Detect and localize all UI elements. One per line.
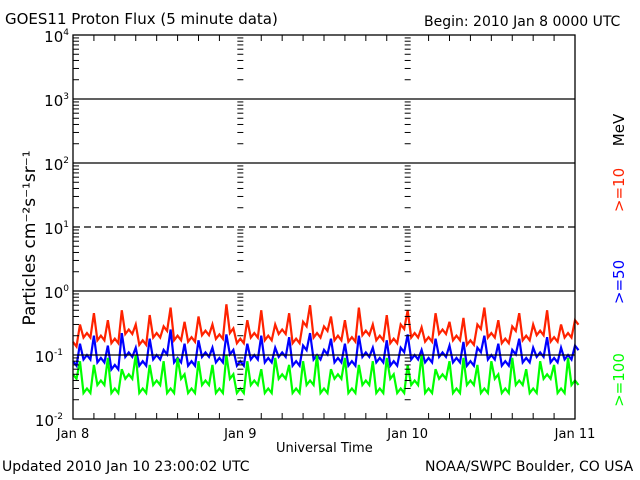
y-tick-label: 10-2 [35,412,63,430]
y-tick-label: 100 [44,284,69,302]
chart-title: GOES11 Proton Flux (5 minute data) [5,10,278,28]
x-tick-label: Jan 9 [223,427,256,442]
legend-entry: >=50 [610,260,628,304]
x-tick-label: Jan 10 [386,427,428,442]
y-tick-label: 103 [44,92,69,110]
legend-entry: >=100 [610,353,628,407]
series-line-1 [72,329,580,373]
legend-entry: >=10 [610,168,628,212]
updated-label: Updated 2010 Jan 10 23:00:02 UTC [2,459,250,475]
plot-frame [72,34,576,420]
credit-label: NOAA/SWPC Boulder, CO USA [425,459,634,475]
x-axis-label: Universal Time [276,441,373,456]
x-tick-label: Jan 8 [56,427,89,442]
legend-unit: MeV [610,113,628,146]
y-tick-label: 10-1 [35,348,63,366]
series-line-2 [72,354,580,396]
x-tick-label: Jan 11 [554,427,596,442]
series-line-0 [72,304,580,350]
begin-label: Begin: 2010 Jan 8 0000 UTC [424,14,621,30]
y-tick-label: 101 [44,220,69,238]
y-tick-label: 102 [44,156,69,174]
y-tick-label: 104 [44,28,69,46]
